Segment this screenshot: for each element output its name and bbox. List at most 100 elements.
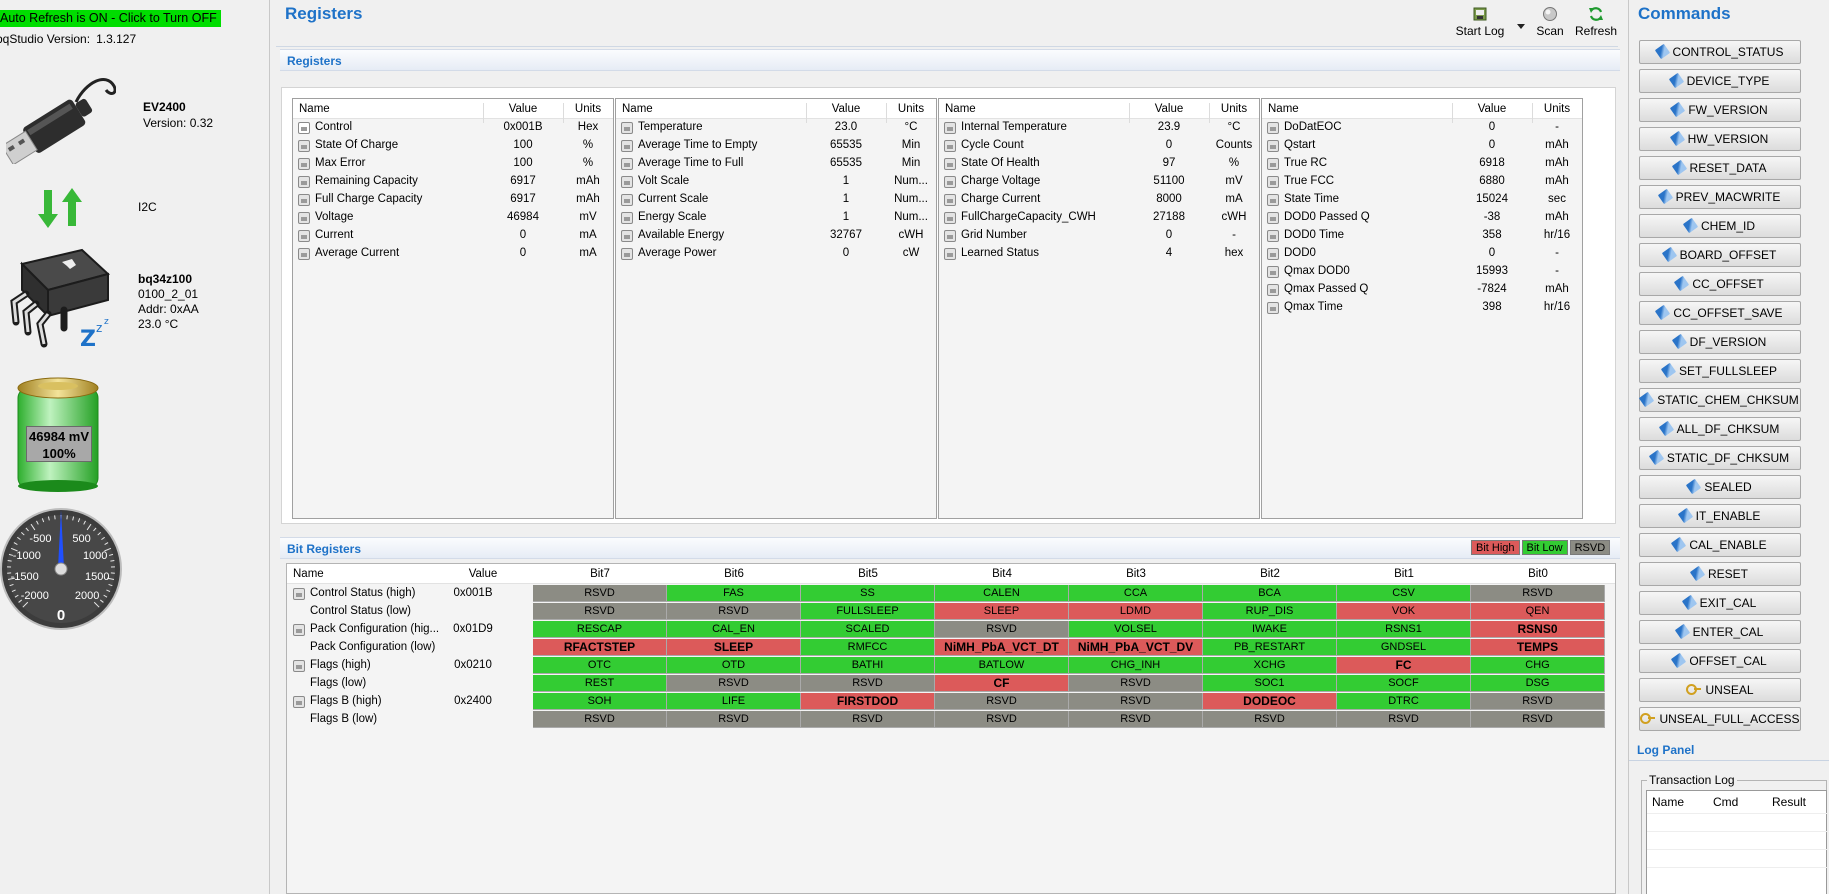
- column-header-value[interactable]: Value: [508, 103, 538, 115]
- column-header-units[interactable]: Units: [1543, 103, 1571, 115]
- bit-register-row[interactable]: Control Status (high) 0x001B RSVD FAS SS CALE…: [287, 585, 1615, 603]
- log-col-result[interactable]: Result: [1772, 795, 1807, 809]
- log-col-cmd[interactable]: Cmd: [1713, 795, 1739, 809]
- command-button-control-status[interactable]: CONTROL_STATUS: [1639, 40, 1801, 64]
- command-button-cc-offset[interactable]: CC_OFFSET: [1639, 272, 1801, 296]
- register-row[interactable]: Charge Current 8000 mA: [939, 191, 1259, 209]
- column-header-name[interactable]: Name: [1268, 103, 1299, 115]
- bit-col-header-bit3[interactable]: Bit3: [1126, 568, 1146, 580]
- register-row[interactable]: DOD0 Time 358 hr/16: [1262, 227, 1582, 245]
- command-button-unseal-full-access[interactable]: UNSEAL_FULL_ACCESS: [1639, 707, 1801, 731]
- register-row[interactable]: Full Charge Capacity 6917 mAh: [293, 191, 613, 209]
- register-row[interactable]: State Of Charge 100%: [293, 137, 613, 155]
- register-row[interactable]: FullChargeCapacity_CWH 27188 cWH: [939, 209, 1259, 227]
- register-row[interactable]: Control 0x001B Hex: [293, 119, 613, 137]
- register-row[interactable]: State Time 15024 sec: [1262, 191, 1582, 209]
- scan-button[interactable]: Scan: [1532, 4, 1568, 38]
- column-header-name[interactable]: Name: [622, 103, 653, 115]
- command-button-cc-offset-save[interactable]: CC_OFFSET_SAVE: [1639, 301, 1801, 325]
- column-header-value[interactable]: Value: [1477, 103, 1507, 115]
- command-button-static-chem-chksum[interactable]: STATIC_CHEM_CHKSUM: [1639, 388, 1801, 412]
- column-header-name[interactable]: Name: [945, 103, 976, 115]
- bit-col-header-value[interactable]: Value: [468, 568, 498, 580]
- register-row[interactable]: DoDatEOC 0 -: [1262, 119, 1582, 137]
- register-row[interactable]: Energy Scale 1 Num...: [616, 209, 936, 227]
- column-header-name[interactable]: Name: [299, 103, 330, 115]
- command-button-reset[interactable]: RESET: [1639, 562, 1801, 586]
- command-button-prev-macwrite[interactable]: PREV_MACWRITE: [1639, 185, 1801, 209]
- log-col-name[interactable]: Name: [1652, 795, 1685, 809]
- register-row[interactable]: Remaining Capacity 6917 mAh: [293, 173, 613, 191]
- command-button-reset-data[interactable]: RESET_DATA: [1639, 156, 1801, 180]
- register-row[interactable]: Grid Number 0 -: [939, 227, 1259, 245]
- register-row[interactable]: Average Time to Empty 65535 Min: [616, 137, 936, 155]
- register-row[interactable]: Qmax Passed Q -7824 mAh: [1262, 281, 1582, 299]
- bit-register-row[interactable]: Flags (high) 0x0210 OTC OTD BATHI BATLOW CHG_I…: [287, 657, 1615, 675]
- column-header-value[interactable]: Value: [1154, 103, 1184, 115]
- bit-cell: DODEOC: [1203, 693, 1337, 710]
- register-row[interactable]: Average Time to Full 65535 Min: [616, 155, 936, 173]
- column-header-units[interactable]: Units: [574, 103, 602, 115]
- register-row[interactable]: DOD0 0 -: [1262, 245, 1582, 263]
- register-row[interactable]: True FCC 6880 mAh: [1262, 173, 1582, 191]
- register-row[interactable]: DOD0 Passed Q -38 mAh: [1262, 209, 1582, 227]
- command-button-board-offset[interactable]: BOARD_OFFSET: [1639, 243, 1801, 267]
- command-button-static-df-chksum[interactable]: STATIC_DF_CHKSUM: [1639, 446, 1801, 470]
- register-row[interactable]: Average Current 0 mA: [293, 245, 613, 263]
- command-button-device-type[interactable]: DEVICE_TYPE: [1639, 69, 1801, 93]
- column-header-units[interactable]: Units: [1220, 103, 1248, 115]
- register-row[interactable]: Voltage 46984 mV: [293, 209, 613, 227]
- bit-col-header-bit0[interactable]: Bit0: [1528, 568, 1548, 580]
- start-log-button[interactable]: Start Log: [1450, 4, 1510, 38]
- register-row[interactable]: Charge Voltage 51100 mV: [939, 173, 1259, 191]
- bit-register-row[interactable]: Control Status (low) RSVD RSVD FULLSLEEP SLE…: [287, 603, 1615, 621]
- register-row[interactable]: Current 0 mA: [293, 227, 613, 245]
- register-row[interactable]: True RC 6918 mAh: [1262, 155, 1582, 173]
- bit-col-header-bit2[interactable]: Bit2: [1260, 568, 1280, 580]
- register-row[interactable]: Qmax Time 398 hr/16: [1262, 299, 1582, 317]
- register-row[interactable]: Volt Scale 1 Num...: [616, 173, 936, 191]
- refresh-button[interactable]: Refresh: [1572, 4, 1620, 38]
- bit-register-row[interactable]: Pack Configuration (low) RFACTSTEP SLEEP RM…: [287, 639, 1615, 657]
- bit-col-header-bit1[interactable]: Bit1: [1394, 568, 1414, 580]
- command-button-enter-cal[interactable]: ENTER_CAL: [1639, 620, 1801, 644]
- register-row[interactable]: State Of Health 97%: [939, 155, 1259, 173]
- bit-col-header-bit4[interactable]: Bit4: [992, 568, 1012, 580]
- command-button-fw-version[interactable]: FW_VERSION: [1639, 98, 1801, 122]
- command-button-all-df-chksum[interactable]: ALL_DF_CHKSUM: [1639, 417, 1801, 441]
- command-button-set-fullsleep[interactable]: SET_FULLSLEEP: [1639, 359, 1801, 383]
- register-row[interactable]: Qstart 0 mAh: [1262, 137, 1582, 155]
- bit-register-row[interactable]: Flags B (low) RSVD RSVD RSVD RSVD RSVD RSVD RSV…: [287, 711, 1615, 729]
- command-button-chem-id[interactable]: CHEM_ID: [1639, 214, 1801, 238]
- command-button-hw-version[interactable]: HW_VERSION: [1639, 127, 1801, 151]
- start-log-dropdown[interactable]: [1514, 18, 1528, 32]
- command-button-it-enable[interactable]: IT_ENABLE: [1639, 504, 1801, 528]
- register-row[interactable]: Average Power 0 cW: [616, 245, 936, 263]
- register-row[interactable]: Learned Status 4 hex: [939, 245, 1259, 263]
- register-row[interactable]: Max Error 100%: [293, 155, 613, 173]
- bit-register-row[interactable]: Pack Configuration (hig... 0x01D9 RESCAP CA…: [287, 621, 1615, 639]
- bit-register-row[interactable]: Flags B (high) 0x2400 SOH LIFE FIRSTDOD RSVD R…: [287, 693, 1615, 711]
- register-row[interactable]: Internal Temperature 23.9 °C: [939, 119, 1259, 137]
- register-row[interactable]: Current Scale 1 Num...: [616, 191, 936, 209]
- column-header-value[interactable]: Value: [831, 103, 861, 115]
- bit-col-header-bit5[interactable]: Bit5: [858, 568, 878, 580]
- auto-refresh-toggle[interactable]: Auto Refresh is ON - Click to Turn OFF: [0, 10, 221, 27]
- bit-col-header-bit7[interactable]: Bit7: [590, 568, 610, 580]
- register-row[interactable]: Qmax DOD0 15993 -: [1262, 263, 1582, 281]
- command-button-cal-enable[interactable]: CAL_ENABLE: [1639, 533, 1801, 557]
- command-button-df-version[interactable]: DF_VERSION: [1639, 330, 1801, 354]
- bit-col-header-name[interactable]: Name: [293, 568, 324, 580]
- bit-register-row[interactable]: Flags (low) REST RSVD RSVD CF RSVD SOC1 SOCF DSG: [287, 675, 1615, 693]
- column-header-units[interactable]: Units: [897, 103, 925, 115]
- register-row[interactable]: Available Energy 32767 cWH: [616, 227, 936, 245]
- command-button-sealed[interactable]: SEALED: [1639, 475, 1801, 499]
- command-button-offset-cal[interactable]: OFFSET_CAL: [1639, 649, 1801, 673]
- register-row[interactable]: Temperature 23.0 °C: [616, 119, 936, 137]
- command-button-exit-cal[interactable]: EXIT_CAL: [1639, 591, 1801, 615]
- lock-icon: [1267, 122, 1279, 134]
- bit-col-header-bit6[interactable]: Bit6: [724, 568, 744, 580]
- transaction-log-table[interactable]: Name Cmd Result: [1646, 790, 1828, 894]
- command-button-unseal[interactable]: UNSEAL: [1639, 678, 1801, 702]
- register-row[interactable]: Cycle Count 0 Counts: [939, 137, 1259, 155]
